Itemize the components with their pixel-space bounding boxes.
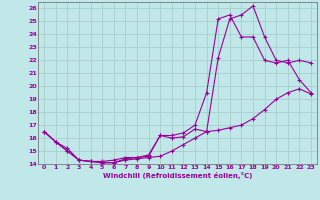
X-axis label: Windchill (Refroidissement éolien,°C): Windchill (Refroidissement éolien,°C): [103, 172, 252, 179]
